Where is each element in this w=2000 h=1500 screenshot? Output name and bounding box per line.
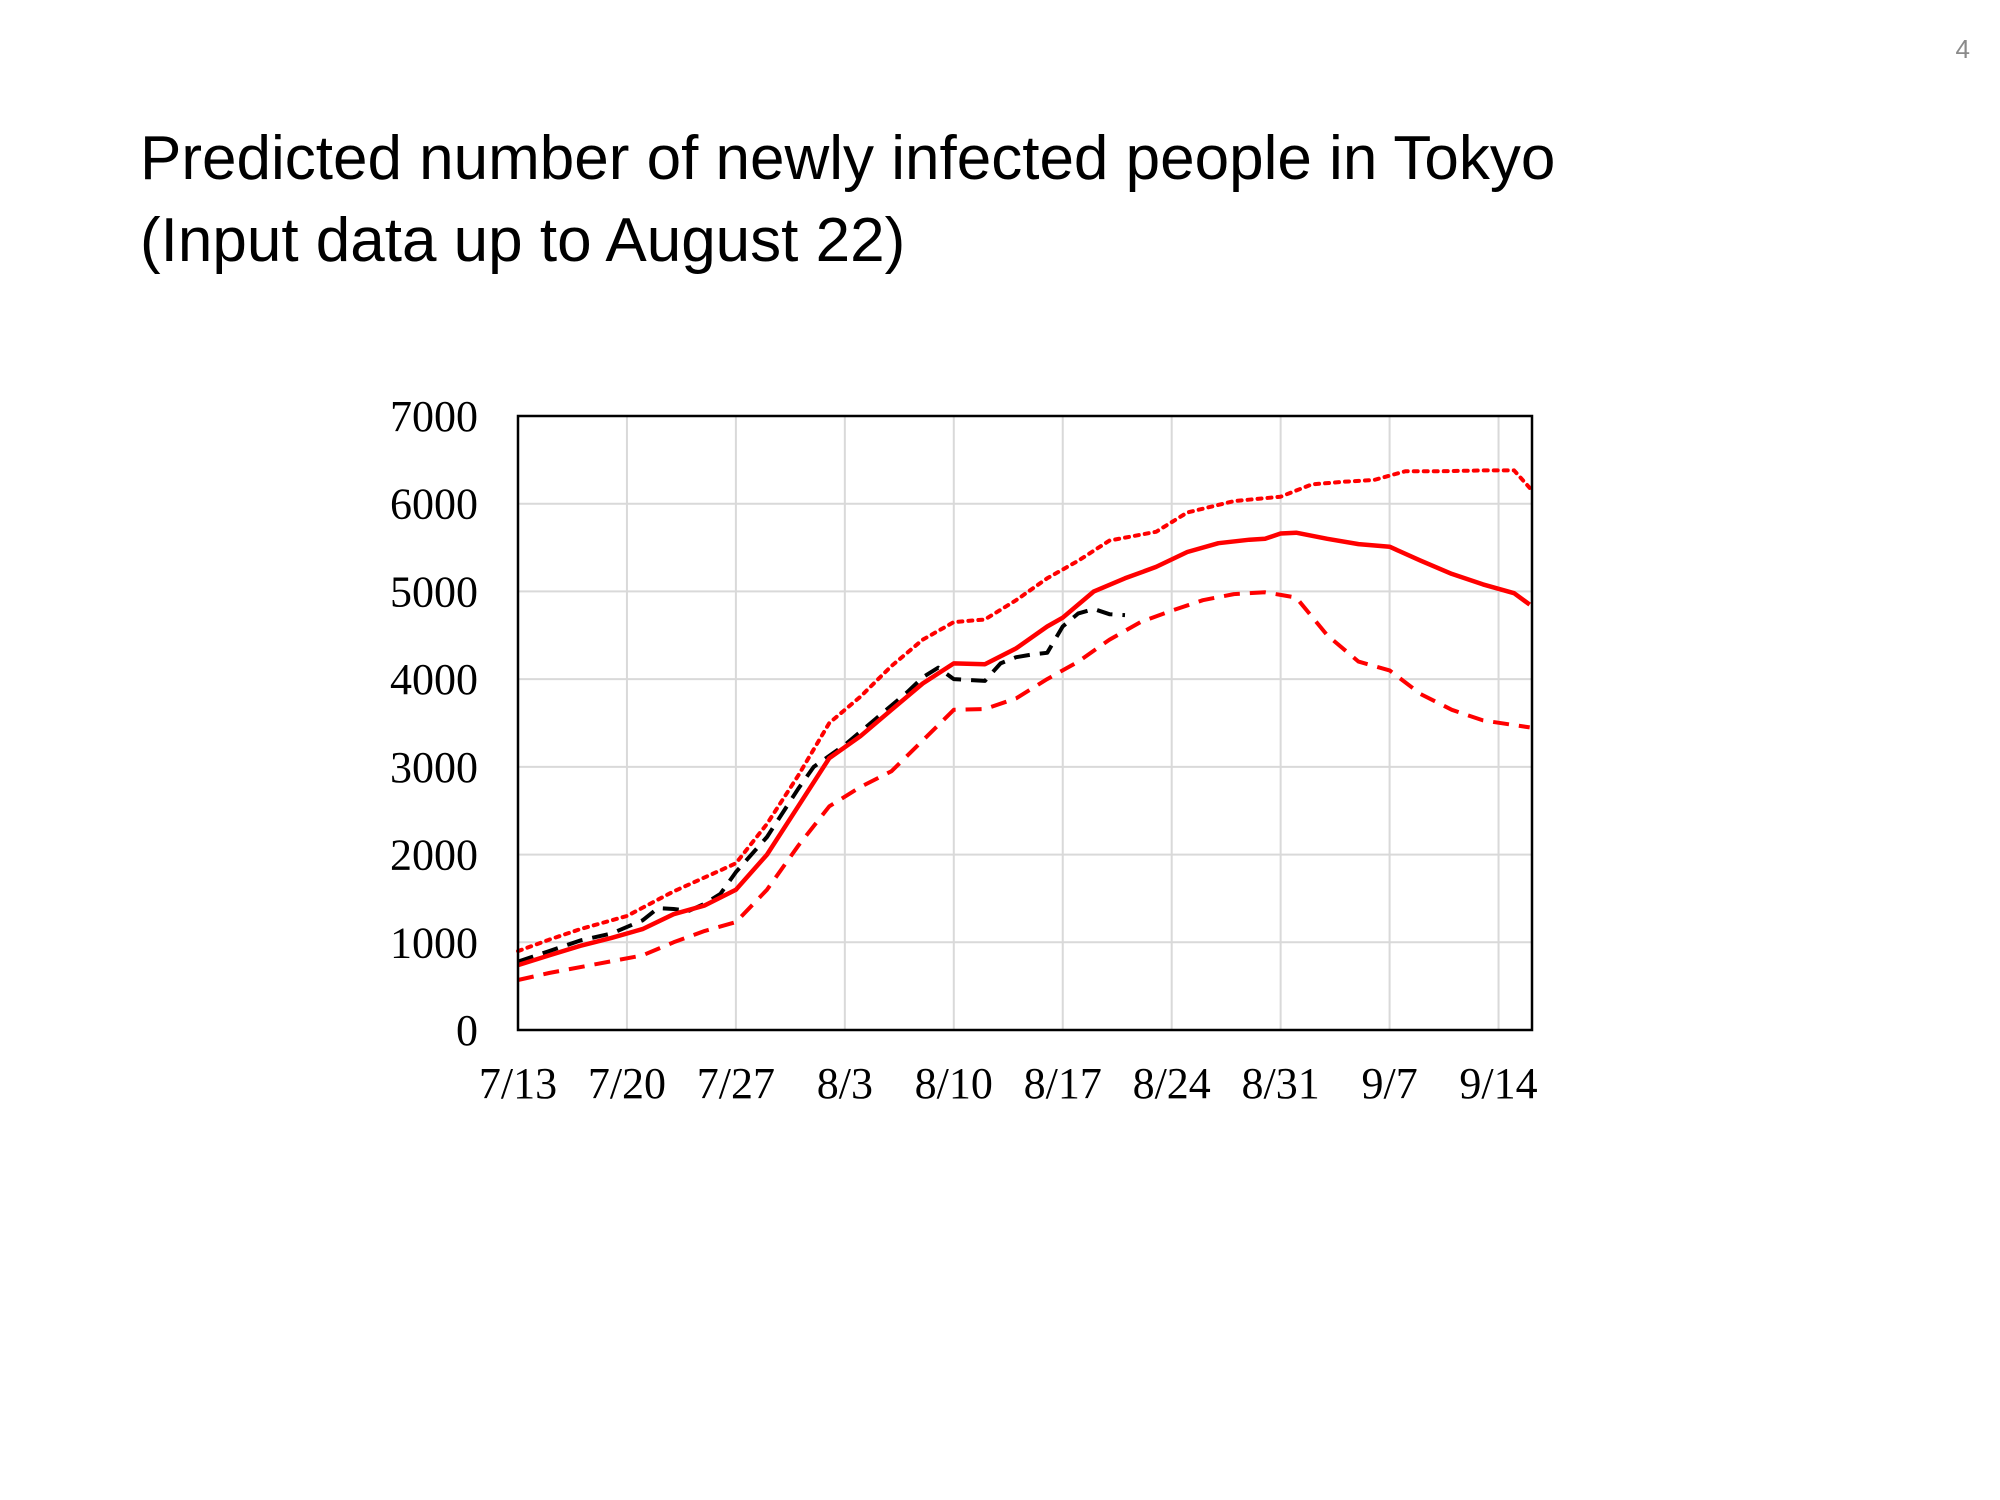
series-line-4 [517,590,1530,982]
x-tick-label: 8/3 [817,1059,873,1108]
x-tick-label: 8/17 [1024,1059,1102,1108]
series-line-1 [517,607,1126,964]
y-tick-label: 4000 [390,655,478,704]
y-tick-label: 5000 [390,567,478,616]
y-tick-label: 7000 [390,392,478,441]
chart-grid [517,415,1532,1031]
x-tick-label: 7/20 [588,1059,666,1108]
x-tick-label: 8/31 [1242,1059,1320,1108]
x-tick-label: 8/24 [1133,1059,1211,1108]
x-axis-tick-labels: 7/13 7/20 7/27 8/3 8/10 8/17 8/24 8/31 9/7 9/14 [479,1059,1538,1108]
y-tick-label: 6000 [390,480,478,529]
chart-series-group [516,468,1532,982]
slide-title-line-2: (Input data up to August 22) [140,206,906,275]
slide-title: Predicted number of newly infected peopl… [140,118,1555,282]
x-tick-label: 8/10 [915,1059,993,1108]
y-tick-label: 0 [456,1006,478,1055]
series-line-3 [516,468,1532,954]
x-tick-label: 7/13 [479,1059,557,1108]
y-tick-label: 1000 [390,918,478,967]
slide-title-line-1: Predicted number of newly infected peopl… [140,124,1556,193]
y-tick-label: 2000 [390,831,478,880]
x-tick-label: 9/7 [1361,1059,1417,1108]
plot-area-frame [516,414,1534,1032]
series-line-2 [517,530,1532,968]
page-number: 4 [1955,34,1970,64]
x-tick-label: 9/14 [1459,1059,1537,1108]
y-tick-label: 3000 [390,743,478,792]
x-tick-label: 7/27 [697,1059,775,1108]
y-axis-tick-labels: 0 1000 2000 3000 4000 5000 6000 7000 [390,392,478,1055]
